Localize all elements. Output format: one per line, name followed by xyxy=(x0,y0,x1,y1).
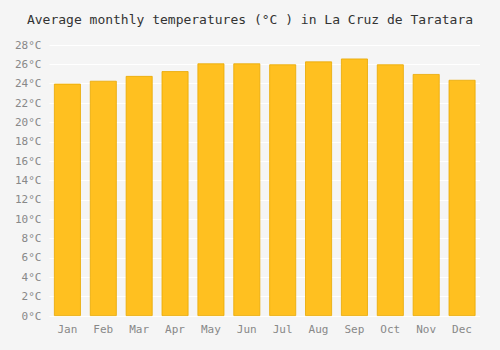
svg-text:May: May xyxy=(201,323,221,336)
svg-text:Jun: Jun xyxy=(237,323,257,336)
svg-text:Oct: Oct xyxy=(380,323,400,336)
svg-text:Feb: Feb xyxy=(93,323,113,336)
svg-text:20°C: 20°C xyxy=(15,116,42,129)
svg-text:Average monthly temperatures (: Average monthly temperatures (°C ) in La… xyxy=(27,12,473,27)
svg-text:Mar: Mar xyxy=(129,323,149,336)
svg-text:10°C: 10°C xyxy=(15,213,42,226)
svg-text:28°C: 28°C xyxy=(15,39,42,52)
svg-text:12°C: 12°C xyxy=(15,193,42,206)
svg-text:Dec: Dec xyxy=(452,323,472,336)
svg-text:0°C: 0°C xyxy=(22,310,42,323)
svg-text:14°C: 14°C xyxy=(15,174,42,187)
svg-text:Sep: Sep xyxy=(344,323,364,336)
svg-text:4°C: 4°C xyxy=(22,271,42,284)
svg-text:Jan: Jan xyxy=(57,323,77,336)
svg-text:22°C: 22°C xyxy=(15,97,42,110)
svg-text:26°C: 26°C xyxy=(15,58,42,71)
svg-text:8°C: 8°C xyxy=(22,232,42,245)
svg-text:18°C: 18°C xyxy=(15,135,42,148)
svg-text:Apr: Apr xyxy=(165,323,185,336)
svg-text:6°C: 6°C xyxy=(22,251,42,264)
svg-text:16°C: 16°C xyxy=(15,155,42,168)
svg-text:24°C: 24°C xyxy=(15,77,42,90)
svg-text:Jul: Jul xyxy=(273,323,293,336)
svg-text:Aug: Aug xyxy=(309,323,329,336)
svg-text:2°C: 2°C xyxy=(22,290,42,303)
svg-text:Nov: Nov xyxy=(416,323,436,336)
